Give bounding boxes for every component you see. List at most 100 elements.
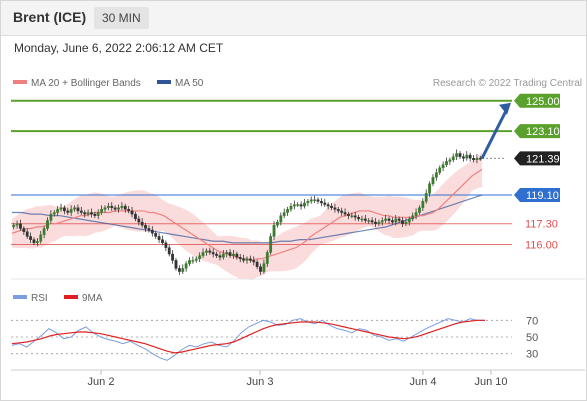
candle-body-79 [279,215,283,223]
level-tag-2: 121.39 [514,151,560,166]
candle-body-125 [434,172,438,178]
candle-body-51 [184,263,188,269]
candle-body-74 [262,263,266,272]
candle-body-112 [390,220,394,223]
candle-body-40 [147,228,151,231]
candle-body-135 [468,154,472,159]
candle-body-30 [113,207,117,210]
candle-body-128 [445,161,448,165]
candle-body-1 [15,223,19,226]
candle-body-126 [438,167,442,173]
candle-body-78 [276,221,279,226]
x-tick-label-0: Jun 2 [88,376,115,388]
candle-body-41 [150,229,154,234]
candle-body-66 [235,253,239,258]
ma9-legend-swatch [64,295,78,299]
candle-body-12 [52,212,56,215]
candle-body-9 [42,228,46,236]
candle-body-132 [458,153,462,157]
research-credit: Research © 2022 Trading Central [433,78,582,89]
candle-body-102 [357,217,360,220]
candles [12,149,482,275]
candle-body-64 [228,252,232,256]
candle-body-73 [259,266,262,272]
level-label-4: 117.30 [525,219,558,231]
candle-body-36 [134,213,137,220]
candle-body-109 [380,220,384,223]
candle-body-100 [350,215,354,217]
projection-arrowhead [499,102,511,115]
candle-body-91 [319,201,323,204]
level-tag-bg-2 [514,151,560,166]
rsi-series-1 [11,319,485,354]
candle-body-89 [313,199,317,201]
candle-body-95 [333,207,337,210]
candle-body-105 [367,220,371,222]
level-label-2: 121.39 [526,153,560,165]
candle-body-0 [12,225,16,228]
level-label-5: 116.00 [525,239,558,251]
candle-body-88 [309,199,313,202]
ma9-legend-label: 9MA [82,293,103,304]
candle-body-28 [106,205,110,208]
candle-body-138 [478,158,482,160]
candle-body-56 [201,252,205,256]
candle-body-114 [397,218,401,221]
candle-body-47 [171,253,175,261]
rsi-series-0 [11,318,485,361]
candle-body-17 [69,209,73,213]
candle-body-123 [428,183,431,194]
candle-body-75 [265,252,269,264]
rsi-legend-swatch [13,295,27,299]
candle-body-7 [35,241,39,244]
candle-body-24 [93,213,97,216]
level-tag-1: 123.10 [514,124,560,139]
candle-body-136 [472,158,475,161]
level-label-1: 123.10 [526,126,560,138]
candle-body-76 [269,236,273,253]
level-label-0: 125.00 [526,96,560,108]
candle-body-26 [100,209,104,213]
x-tick-label-1: Jun 3 [247,376,274,388]
candle-body-72 [255,261,259,267]
candle-body-115 [401,220,404,224]
candle-body-3 [22,228,26,232]
candle-body-63 [225,252,229,255]
candle-body-23 [90,212,93,215]
candle-body-2 [19,223,22,229]
candle-body-99 [347,213,350,216]
candle-body-106 [370,220,374,223]
candle-body-10 [46,220,49,229]
rsi-tick-label-1: 50 [526,332,538,344]
rsi-grid: 70 50 30 [11,315,538,361]
candle-body-131 [455,153,459,157]
candle-body-20 [79,210,83,213]
rsi-tick-label-0: 70 [526,315,538,327]
candle-body-58 [208,250,212,253]
candle-body-50 [181,268,185,272]
level-tag-bg-0 [514,93,560,108]
ma20-legend-swatch [13,80,27,84]
candle-body-46 [167,247,171,255]
candle-body-27 [103,207,107,210]
candle-body-108 [377,221,381,224]
candle-body-25 [96,212,100,216]
chart-header: Brent (ICE) 30 MIN [1,1,586,36]
candle-body-127 [441,164,445,169]
candle-body-14 [59,207,63,210]
candle-body-65 [232,253,235,256]
ma50-legend-label: MA 50 [175,78,204,89]
timeframe-button[interactable]: 30 MIN [94,7,149,29]
candle-body-15 [63,207,66,212]
candle-body-48 [174,260,178,269]
candle-body-8 [39,234,43,242]
candle-body-121 [421,201,425,208]
candle-body-69 [245,258,249,261]
candle-body-34 [127,209,131,212]
candle-body-130 [451,156,455,161]
candle-body-97 [340,210,344,213]
candle-body-111 [387,218,391,221]
candle-body-43 [157,236,161,240]
projection-arrow [480,102,511,160]
